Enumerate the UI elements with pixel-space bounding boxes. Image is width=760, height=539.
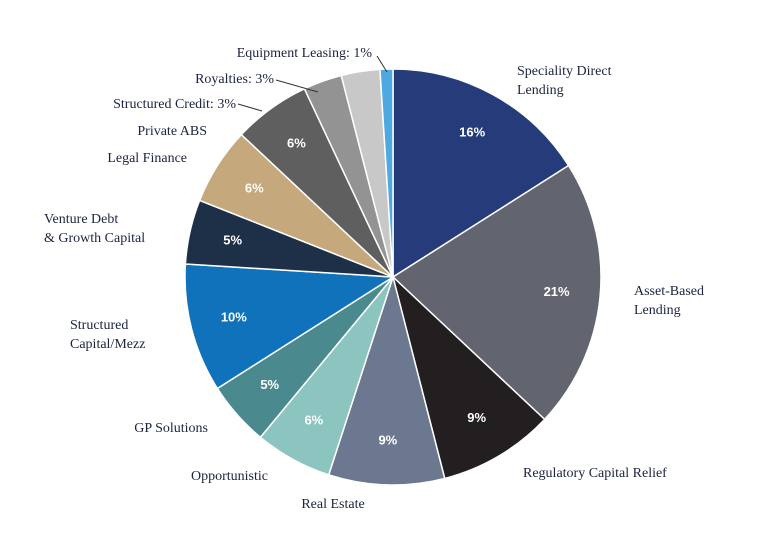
- slice-label: GP Solutions: [134, 421, 208, 436]
- slice-label: Equipment Leasing: 1%: [236, 46, 372, 61]
- slice-value-label: 6%: [304, 412, 323, 427]
- leader-line: [376, 55, 388, 73]
- slice-value-label: 9%: [467, 410, 486, 425]
- pie-slice: [391, 164, 602, 421]
- leader-line: [275, 79, 319, 93]
- slice-label: Opportunistic: [191, 469, 268, 484]
- slice-value-label: 16%: [459, 124, 485, 139]
- slice-label: Private ABS: [137, 124, 207, 139]
- slice-label: Legal Finance: [107, 151, 187, 166]
- slice-label: Structured Capital/Mezz: [70, 318, 146, 352]
- slice-value-label: 10%: [221, 309, 247, 324]
- slice-value-label: 9%: [378, 433, 397, 448]
- leader-line: [237, 103, 263, 112]
- slice-label: Real Estate: [301, 497, 365, 512]
- slice-label: Asset-Based Lending: [634, 284, 704, 318]
- slice-value-label: 21%: [544, 284, 570, 299]
- pie-slice: [391, 274, 546, 480]
- slice-label: Royalties: 3%: [195, 72, 274, 87]
- slice-label: Speciality Direct Lending: [517, 64, 612, 98]
- pie-slice: [184, 263, 396, 390]
- slice-label: Structured Credit: 3%: [113, 97, 236, 112]
- slice-label: Regulatory Capital Relief: [523, 466, 667, 481]
- pie-slice: [379, 68, 394, 278]
- pie-slice: [327, 274, 446, 486]
- slice-label: Venture Debt & Growth Capital: [44, 212, 146, 246]
- slice-value-label: 6%: [287, 135, 306, 150]
- slice-value-label: 5%: [260, 377, 279, 392]
- slice-value-label: 6%: [245, 180, 264, 195]
- pie-slice: [392, 68, 570, 279]
- slice-value-label: 5%: [223, 233, 242, 248]
